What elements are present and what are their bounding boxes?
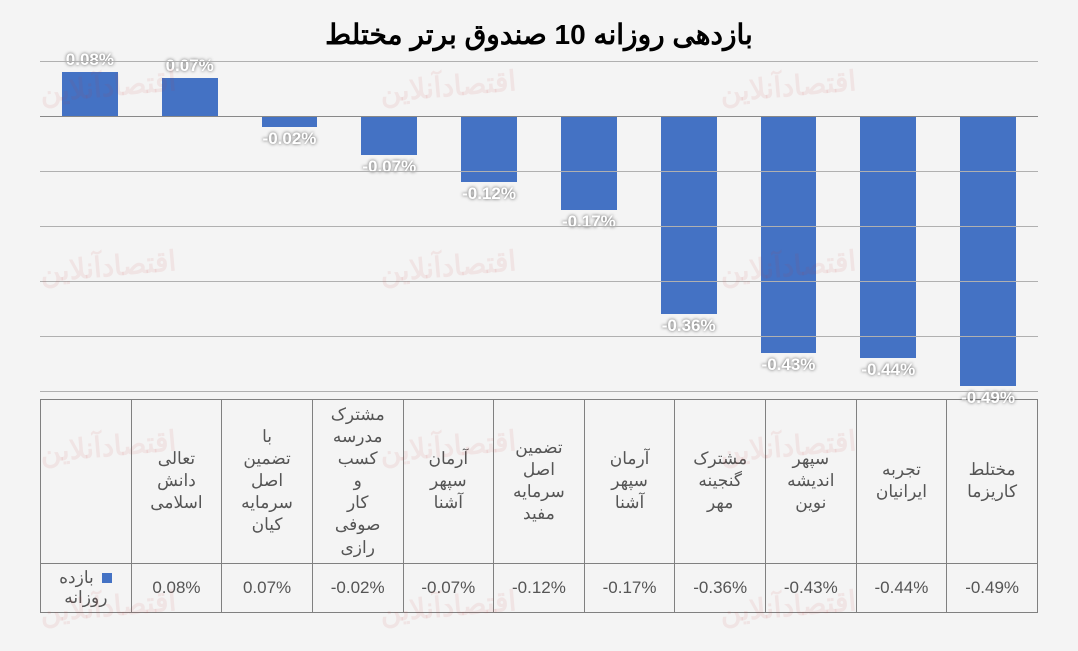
bar [361,116,417,155]
category-cell: تضمیناصلسرمایهمفید [494,400,585,564]
value-cell: -0.44% [856,563,947,612]
value-cell: 0.08% [131,563,222,612]
value-cell: -0.49% [947,563,1038,612]
value-cell: -0.17% [584,563,675,612]
value-cell: -0.36% [675,563,766,612]
category-cell: مشترکگنجینهمهر [675,400,766,564]
plot-area: 0.08%0.07%-0.02%-0.07%-0.12%-0.17%-0.36%… [40,61,1038,391]
value-cell: -0.43% [766,563,857,612]
category-cell: مشترکمدرسهکسبوکارصوفیرازی [312,400,403,564]
category-cell: تجربهایرانیان [856,400,947,564]
category-cell: سپهراندیشهنوین [766,400,857,564]
chart-title: بازدهی روزانه 10 صندوق برتر مختلط [40,18,1038,51]
category-cell: باتضمیناصلسرمایهکیان [222,400,313,564]
value-cell: -0.02% [312,563,403,612]
category-row: تعالیدانشاسلامیباتضمیناصلسرمایهکیانمشترک… [41,400,1038,564]
gridline [40,226,1038,227]
gridline [40,171,1038,172]
legend-spacer [41,400,132,564]
gridline [40,336,1038,337]
value-cell: -0.07% [403,563,494,612]
series-name: بازده روزانه [59,568,107,607]
category-cell: مختلطکاریزما [947,400,1038,564]
gridline [40,391,1038,392]
value-cell: -0.12% [494,563,585,612]
bar [661,116,717,314]
bar [761,116,817,353]
legend-cell: بازده روزانه [41,563,132,612]
bar [262,116,318,127]
bar [62,72,118,116]
bar [960,116,1016,386]
chart-container: بازدهی روزانه 10 صندوق برتر مختلط 0.08%0… [0,0,1078,651]
gridline [40,281,1038,282]
category-cell: آرمانسپهرآشنا [403,400,494,564]
bar [162,78,218,117]
category-cell: آرمانسپهرآشنا [584,400,675,564]
bar [860,116,916,358]
bar [461,116,517,182]
legend-marker [102,573,112,583]
value-cell: 0.07% [222,563,313,612]
category-cell: تعالیدانشاسلامی [131,400,222,564]
gridline [40,61,1038,62]
bar [561,116,617,210]
value-row: بازده روزانه 0.08%0.07%-0.02%-0.07%-0.12… [41,563,1038,612]
data-table: تعالیدانشاسلامیباتضمیناصلسرمایهکیانمشترک… [40,399,1038,613]
baseline [40,116,1038,117]
